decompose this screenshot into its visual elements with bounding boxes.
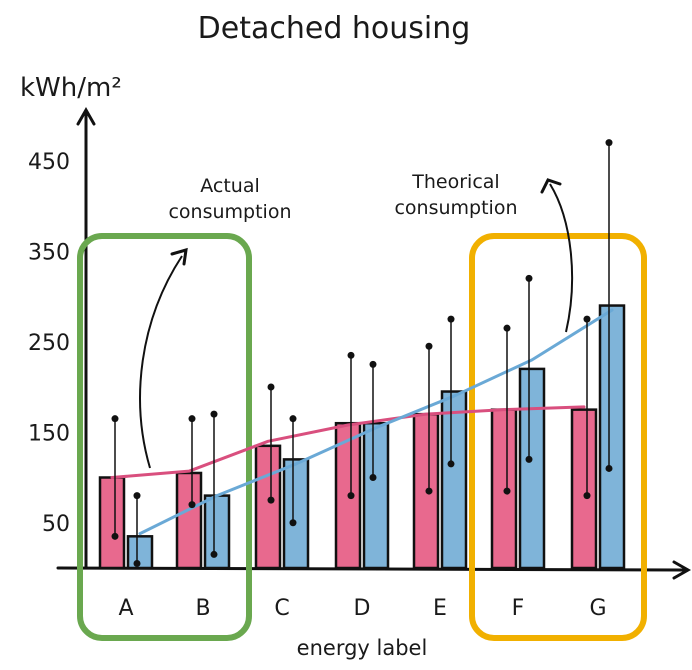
error-max-s1-a (111, 415, 119, 423)
error-min-s2-a (133, 559, 141, 567)
error-max-s1-d (347, 351, 355, 359)
error-max-s2-b (210, 410, 218, 418)
annotation-actual-arrowhead (170, 247, 188, 266)
highlight-boxes (77, 233, 647, 641)
error-min-s1-d (347, 492, 355, 500)
y-tick-label-150: 150 (28, 421, 70, 446)
error-min-s1-g (583, 492, 591, 500)
bar-s1-g (570, 408, 598, 570)
error-min-s1-a (111, 532, 119, 540)
error-min-s2-g (605, 464, 613, 472)
highlight-box-ab (77, 233, 252, 641)
bar-s2-g (598, 304, 626, 570)
bar-s1-a (98, 476, 126, 570)
trend-line-2 (138, 308, 614, 536)
bar-s2-b (203, 494, 231, 570)
annotation-actual-line2: consumption (168, 201, 291, 223)
error-min-s1-b (188, 501, 196, 509)
error-max-s1-b (188, 415, 196, 423)
annotation-theorical-arrowhead (540, 178, 562, 194)
x-tick-label-d: D (354, 596, 371, 621)
error-bars (111, 139, 613, 567)
error-max-s2-e (447, 315, 455, 323)
error-min-s2-e (447, 460, 455, 468)
y-ticks: 50 150 250 350 450 (28, 150, 70, 537)
x-axis-label: energy label (297, 636, 428, 660)
x-tick-label-c: C (274, 596, 289, 621)
y-axis-arrow (76, 106, 96, 126)
bar-s1-b (175, 471, 203, 570)
y-tick-label-350: 350 (28, 240, 70, 265)
bar-s2-d (362, 421, 390, 570)
chart-title: Detached housing (198, 11, 471, 46)
trend-lines (110, 308, 614, 536)
error-min-s2-c (289, 519, 297, 527)
bar-s2-c (282, 458, 310, 570)
annotation-theorical-arrow (549, 183, 574, 333)
x-tick-label-e: E (433, 596, 447, 621)
highlight-box-fg (469, 233, 647, 641)
y-tick-label-450: 450 (28, 150, 70, 175)
annotation-actual-line1: Actual (200, 175, 260, 197)
bar-s2-e (440, 390, 468, 570)
bars (98, 304, 626, 570)
error-max-s2-c (289, 415, 297, 423)
x-tick-label-g: G (589, 596, 606, 621)
bar-s1-f (490, 408, 518, 570)
bar-s1-c (254, 444, 282, 570)
error-max-s2-g (605, 139, 613, 147)
error-min-s2-d (369, 474, 377, 481)
category-labels: A B C D E F G (118, 596, 606, 621)
annotation-actual-arrow (139, 255, 183, 469)
annotation-theorical-line1: Theorical (411, 171, 499, 193)
x-axis-arrow (672, 560, 692, 580)
error-min-s1-f (503, 487, 511, 495)
error-max-s1-e (425, 342, 433, 350)
error-max-s1-c (267, 383, 275, 391)
bar-s2-f (518, 367, 546, 570)
error-min-s1-c (267, 496, 275, 504)
y-axis-label: kWh/m² (20, 73, 122, 103)
error-max-s1-g (583, 315, 591, 323)
error-min-s2-f (525, 455, 533, 463)
x-tick-label-a: A (118, 596, 133, 621)
annotation-theorical-line2: consumption (394, 197, 517, 219)
trend-line-1 (110, 405, 586, 479)
error-min-s2-b (210, 550, 218, 558)
annotations: Actual consumption Theorical consumption (139, 171, 574, 469)
error-max-s2-f (525, 274, 533, 282)
error-min-s1-e (425, 487, 433, 495)
error-max-s2-d (369, 360, 377, 368)
x-tick-label-b: B (195, 596, 210, 621)
x-tick-label-f: F (512, 596, 525, 621)
y-tick-label-250: 250 (28, 331, 70, 356)
error-max-s1-f (503, 324, 511, 332)
y-tick-label-50: 50 (42, 512, 70, 537)
error-max-s2-a (133, 492, 141, 500)
